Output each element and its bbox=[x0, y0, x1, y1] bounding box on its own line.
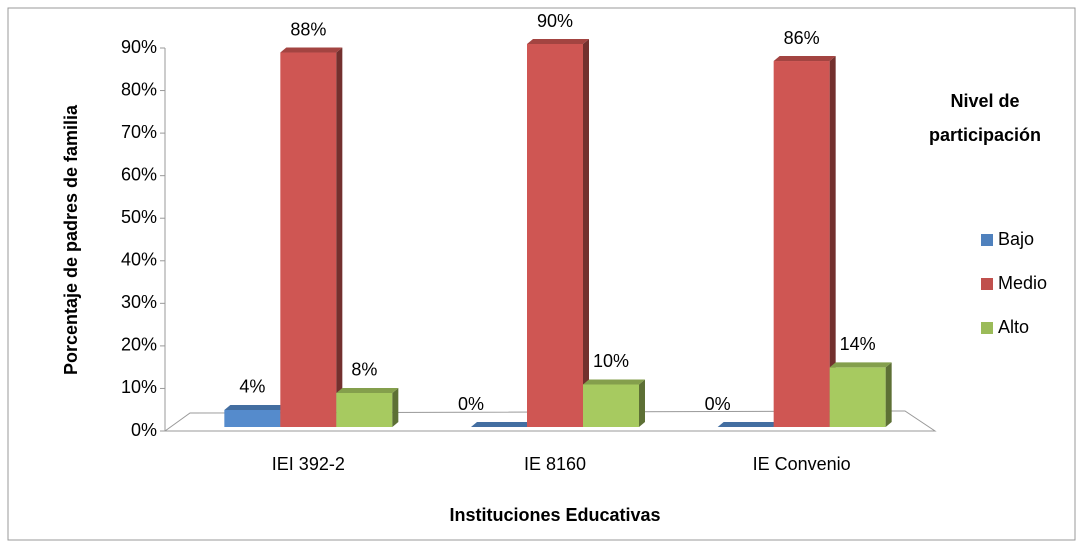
bar-side bbox=[392, 387, 399, 427]
x-tick-label: IE 8160 bbox=[524, 454, 586, 474]
data-label: 14% bbox=[840, 334, 876, 354]
bar-top bbox=[583, 379, 645, 385]
legend-swatch bbox=[981, 322, 993, 334]
legend-swatch bbox=[981, 234, 993, 246]
data-label: 4% bbox=[239, 377, 265, 397]
bar-side bbox=[885, 362, 892, 427]
bar-top bbox=[224, 404, 287, 410]
bar-side bbox=[829, 56, 836, 428]
y-tick-label: 30% bbox=[121, 292, 157, 312]
legend-swatch bbox=[981, 278, 993, 290]
bar-top bbox=[829, 362, 892, 368]
y-tick-label: 40% bbox=[121, 250, 157, 270]
data-label: 90% bbox=[537, 11, 573, 31]
data-label: 8% bbox=[351, 360, 377, 380]
data-label: 0% bbox=[705, 394, 731, 414]
bar-top bbox=[527, 39, 589, 44]
y-axis-title: Porcentaje de padres de familia bbox=[61, 104, 81, 375]
bar-top bbox=[280, 47, 343, 53]
data-label: 88% bbox=[290, 19, 326, 39]
legend-title-text: Nivel de bbox=[950, 91, 1019, 111]
bar bbox=[280, 52, 337, 428]
bar-top bbox=[471, 422, 533, 427]
bar bbox=[829, 367, 886, 427]
bar-top bbox=[717, 422, 780, 427]
bar bbox=[773, 61, 830, 428]
legend-title-text: participación bbox=[929, 125, 1041, 145]
y-tick-label: 90% bbox=[121, 37, 157, 57]
legend-label: Medio bbox=[998, 273, 1047, 293]
bar-side bbox=[583, 39, 589, 427]
bar-side bbox=[639, 379, 645, 427]
y-tick-label: 70% bbox=[121, 122, 157, 142]
legend-title: Nivel de participación bbox=[929, 91, 1041, 145]
bar-top bbox=[773, 56, 836, 62]
data-label: 10% bbox=[593, 351, 629, 371]
x-axis-title: Instituciones Educativas bbox=[449, 505, 660, 525]
x-tick-label: IE Convenio bbox=[753, 454, 851, 474]
legend-label: Bajo bbox=[998, 229, 1034, 249]
y-tick-label: 10% bbox=[121, 377, 157, 397]
y-tick-label: 0% bbox=[131, 420, 157, 440]
bar bbox=[336, 392, 393, 427]
x-tick-label: IEI 392-2 bbox=[272, 454, 345, 474]
y-tick-label: 50% bbox=[121, 207, 157, 227]
bar bbox=[583, 384, 639, 427]
bar bbox=[527, 44, 583, 427]
bar bbox=[224, 409, 281, 427]
y-tick-label: 20% bbox=[121, 335, 157, 355]
bar-top bbox=[336, 387, 399, 393]
y-tick-label: 80% bbox=[121, 79, 157, 99]
data-label: 0% bbox=[458, 394, 484, 414]
bar-side bbox=[336, 47, 343, 428]
y-tick-label: 60% bbox=[121, 164, 157, 184]
data-label: 86% bbox=[784, 28, 820, 48]
legend-label: Alto bbox=[998, 317, 1029, 337]
